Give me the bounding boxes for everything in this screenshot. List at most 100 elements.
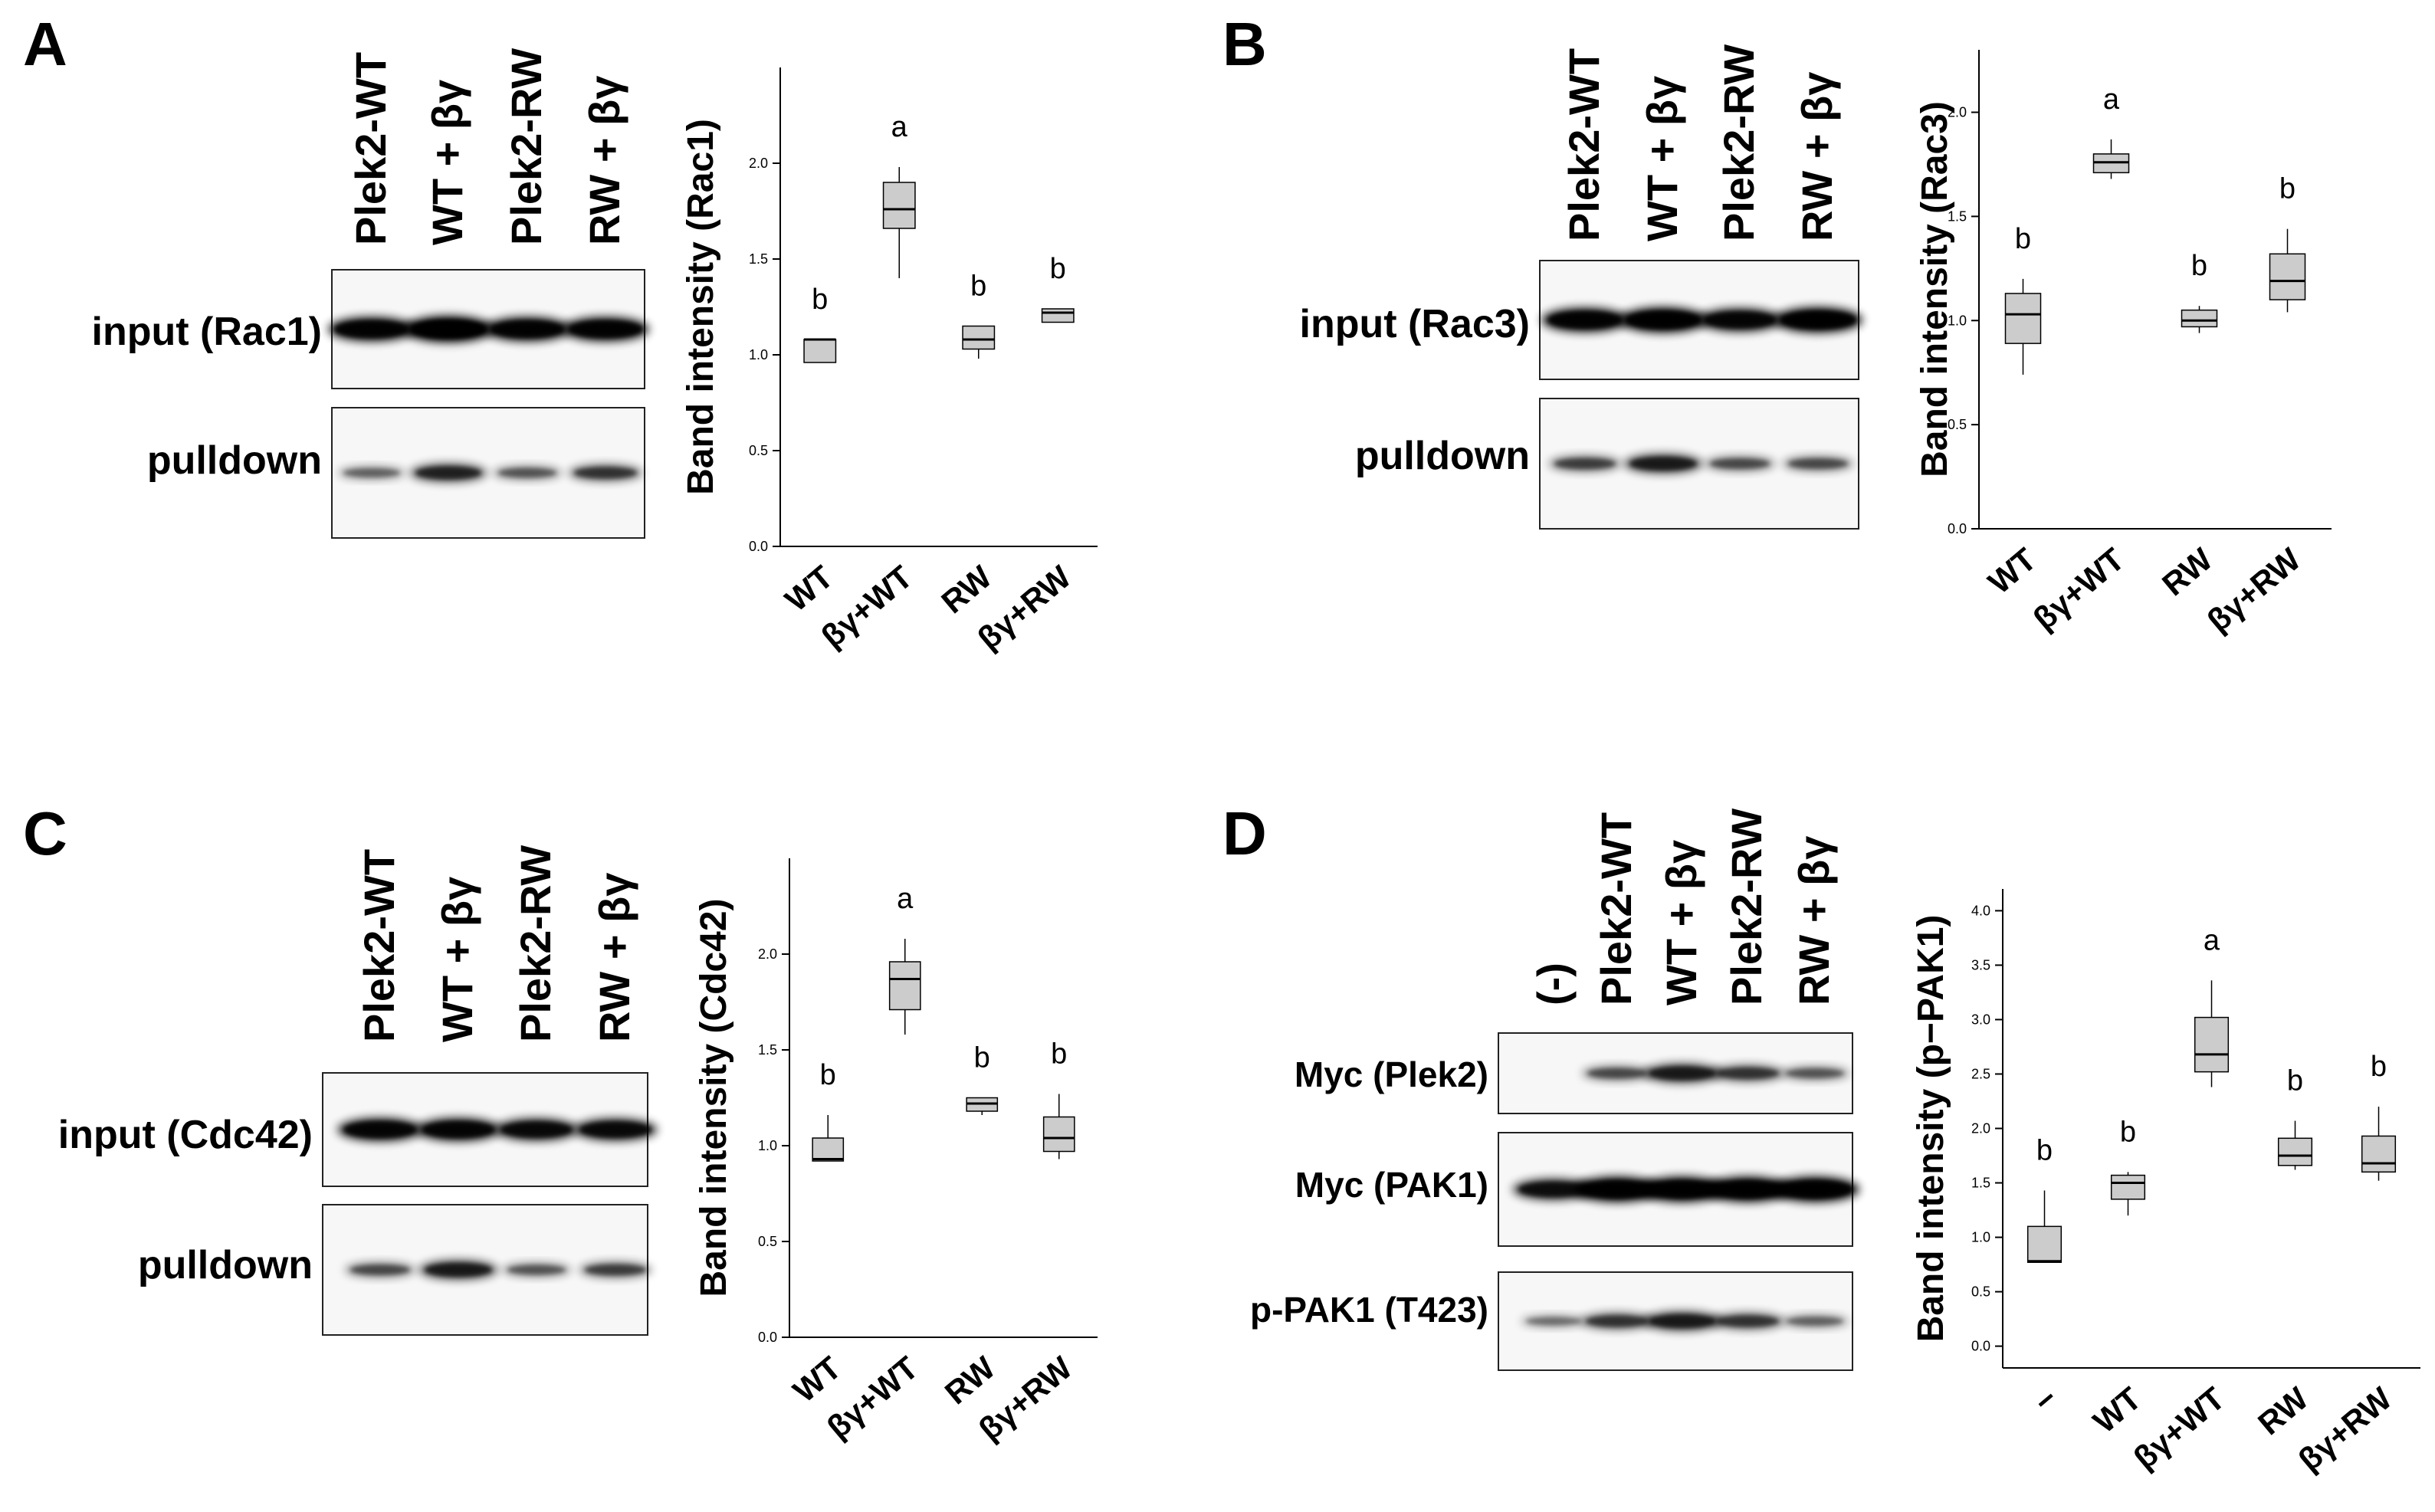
blot-row-label: pulldown: [138, 1243, 313, 1287]
box-1: [888, 939, 921, 1035]
y-tick-label: 2.0: [1971, 1121, 1990, 1136]
lane-label: Plek2-WT: [1592, 812, 1640, 1005]
y-axis-title: Band intensity (p−PAK1): [1911, 915, 1951, 1343]
significance-letter: b: [812, 284, 828, 316]
significance-letter: b: [974, 1042, 990, 1074]
blot-image: [1498, 1032, 1853, 1114]
y-tick-label: 1.5: [1971, 1176, 1990, 1191]
y-tick-label: 0.5: [1971, 1284, 1990, 1300]
significance-letter: b: [2015, 223, 2031, 255]
significance-letter: a: [2103, 84, 2120, 116]
blot-image: [328, 269, 649, 389]
lane-label: RW + βγ: [1790, 836, 1838, 1005]
y-tick-label: 0.0: [1948, 521, 1967, 536]
lane-label: Plek2-WT: [1560, 48, 1608, 241]
panel-a: A Plek2-WT WT + βγ Plek2-RW RW + βγ input (Ra…: [23, 10, 649, 539]
y-tick-label: 0.5: [758, 1234, 777, 1249]
y-tick-label: 1.0: [749, 347, 768, 362]
lane-label: Plek2-RW: [1722, 808, 1770, 1005]
box-1: [882, 167, 916, 278]
panel-letter: C: [23, 799, 67, 868]
box-3: [1042, 1094, 1075, 1159]
lane-label: Plek2-WT: [355, 849, 403, 1042]
blot-row-label: p-PAK1 (T423): [1250, 1290, 1488, 1330]
significance-letter: b: [2279, 173, 2296, 205]
x-category-label: RW: [2251, 1380, 2315, 1442]
x-category-label: βγ+RW: [2200, 541, 2308, 639]
significance-letter: a: [897, 883, 914, 915]
lane-label: WT + βγ: [423, 80, 471, 245]
y-tick-label: 1.5: [1948, 208, 1967, 224]
blot-image: [1498, 1271, 1853, 1371]
significance-letter: a: [2204, 924, 2220, 956]
panel-d: D (-) Plek2-WT WT + βγ Plek2-RW RW + βγ Myc (P…: [1222, 799, 1859, 1371]
y-tick-label: 2.0: [1948, 105, 1967, 120]
x-category-label: βγ+RW: [2292, 1380, 2399, 1478]
x-category-label: βγ+WT: [2026, 541, 2131, 637]
boxplot-c: 0.0 0.5 1.0 1.5 2.0 Band intensity (Cdc42) b WT…: [694, 858, 1098, 1448]
y-axis-title: Band intensity (Cdc42): [694, 898, 734, 1297]
box-2: [966, 1097, 999, 1115]
lane-label: WT + βγ: [1638, 76, 1686, 241]
y-tick-label: 2.0: [758, 946, 777, 962]
blot-image: [322, 1204, 651, 1336]
y-tick-label: 0.5: [1948, 417, 1967, 432]
boxplot-d: 0.0 0.5 1.0 1.5 2.0 2.5 3.0 3.5 4.0 Band intensit…: [1911, 889, 2420, 1478]
x-category-label: βγ+WT: [814, 559, 919, 654]
lane-label: RW + βγ: [580, 76, 628, 245]
panel-b: B Plek2-WT WT + βγ Plek2-RW RW + βγ input (Ra…: [1222, 10, 1862, 530]
y-tick-label: 4.0: [1971, 903, 1990, 918]
lane-label: WT + βγ: [433, 877, 481, 1042]
box-0: [803, 338, 837, 363]
box-3: [2277, 1120, 2313, 1170]
box-3: [2269, 228, 2306, 313]
box-0: [2026, 1190, 2063, 1263]
y-tick-label: 2.0: [749, 156, 768, 171]
box-2: [962, 325, 996, 359]
blot-image: [322, 1072, 658, 1187]
y-tick-label: 3.0: [1971, 1012, 1990, 1027]
boxplot-a: 0.0 0.5 1.0 1.5 2.0 Band intensity (Rac1) b WT a…: [681, 67, 1098, 657]
blot-image: [331, 407, 645, 539]
panel-c: C Plek2-WT WT + βγ Plek2-RW RW + βγ input (Cd…: [23, 799, 658, 1336]
panel-letter: B: [1222, 10, 1267, 78]
box-2: [2181, 306, 2218, 333]
panel-letter: A: [23, 10, 67, 78]
significance-letter: b: [820, 1059, 836, 1091]
lane-label: WT + βγ: [1657, 840, 1705, 1005]
y-axis-title: Band intensity (Rac1): [681, 119, 721, 495]
box-1: [2092, 139, 2130, 179]
blot-image: [1498, 1132, 1859, 1247]
box-1: [2110, 1172, 2146, 1216]
significance-letter: b: [1050, 253, 1066, 285]
y-tick-label: 0.0: [758, 1330, 777, 1345]
box-0: [2004, 278, 2042, 375]
lane-label: RW + βγ: [1793, 72, 1841, 241]
significance-letter: b: [2287, 1065, 2303, 1097]
box-3: [1041, 308, 1075, 323]
y-tick-label: 0.0: [749, 539, 768, 554]
lane-label: (-): [1528, 963, 1577, 1005]
significance-letter: b: [2191, 250, 2207, 282]
y-tick-label: 1.0: [1948, 313, 1967, 328]
y-tick-label: 1.5: [749, 251, 768, 267]
significance-letter: b: [1051, 1038, 1067, 1071]
blot-row-label: Myc (Plek2): [1295, 1054, 1488, 1094]
lane-label: Plek2-WT: [346, 52, 395, 245]
y-tick-label: 2.5: [1971, 1066, 1990, 1081]
blot-image: [1539, 260, 1862, 380]
blot-row-label: pulldown: [147, 438, 322, 483]
x-category-label: WT: [2086, 1380, 2148, 1440]
significance-letter: b: [970, 271, 986, 303]
significance-letter: b: [2036, 1134, 2053, 1166]
y-tick-label: 0.5: [749, 443, 768, 458]
lane-label: Plek2-RW: [502, 48, 550, 245]
y-tick-label: 1.0: [1971, 1230, 1990, 1245]
blot-row-label: Myc (PAK1): [1295, 1165, 1488, 1205]
y-axis-title: Band intensity (Rac3): [1915, 101, 1955, 477]
y-tick-label: 3.5: [1971, 957, 1990, 972]
box-2: [2194, 980, 2230, 1087]
y-tick-label: 1.5: [758, 1042, 777, 1058]
